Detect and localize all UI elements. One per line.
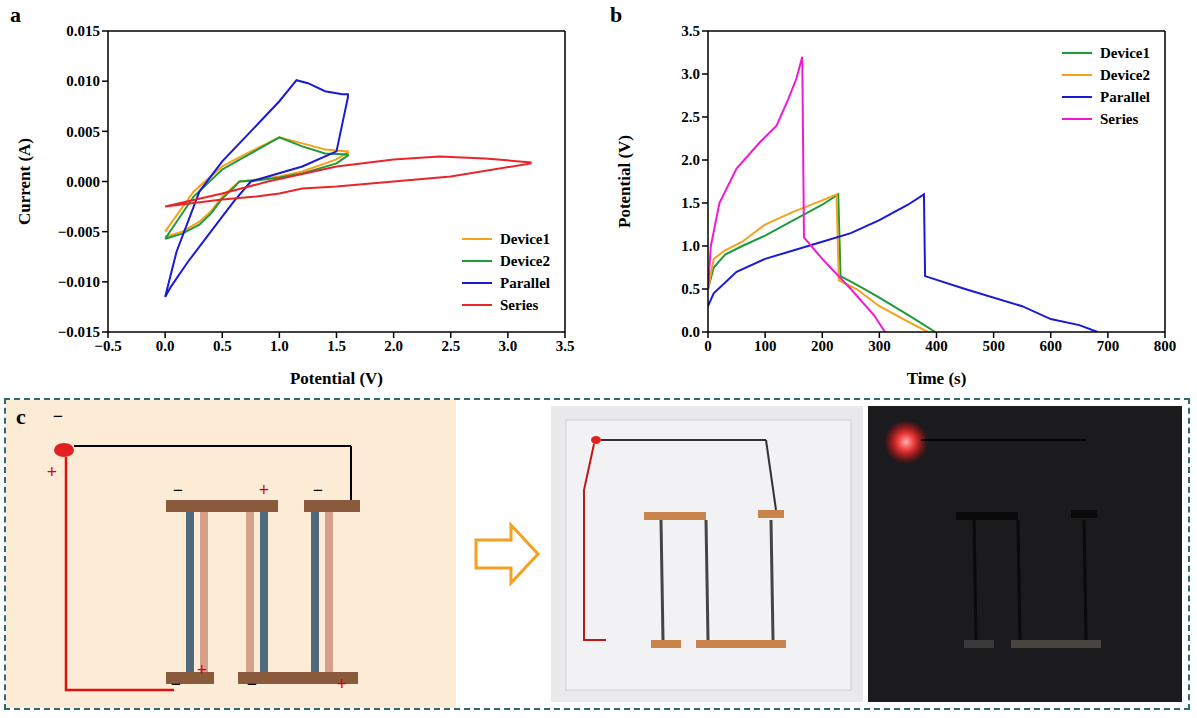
svg-text:2.5: 2.5 [441, 338, 460, 354]
svg-text:−: − [313, 480, 323, 500]
svg-text:Time (s): Time (s) [907, 369, 967, 388]
svg-text:Potential (V): Potential (V) [615, 135, 634, 228]
html-text:Parallel: Parallel [1100, 89, 1150, 105]
html-text:Series: Series [1100, 111, 1139, 127]
svg-text:3.5: 3.5 [556, 338, 575, 354]
html-text:Device1: Device1 [1100, 45, 1150, 61]
svg-text:−0.005: −0.005 [58, 224, 100, 240]
svg-text:500: 500 [982, 338, 1005, 354]
svg-text:−: − [53, 406, 63, 426]
html-text:a: a [10, 2, 21, 27]
svg-text:3.0: 3.0 [681, 66, 700, 82]
svg-text:2.0: 2.0 [384, 338, 403, 354]
svg-text:−: − [247, 674, 257, 694]
html-text:Device2: Device2 [1100, 67, 1150, 83]
svg-text:600: 600 [1040, 338, 1063, 354]
svg-text:+: + [47, 462, 57, 482]
svg-text:0.0: 0.0 [681, 324, 700, 340]
svg-text:−: − [171, 674, 181, 694]
svg-text:0.5: 0.5 [681, 281, 700, 297]
html-text:Device1: Device1 [500, 231, 550, 247]
svg-text:0.5: 0.5 [213, 338, 232, 354]
svg-text:800: 800 [1154, 338, 1177, 354]
svg-text:0.005: 0.005 [66, 124, 100, 140]
svg-text:c: c [16, 404, 26, 429]
svg-text:0.000: 0.000 [66, 174, 100, 190]
svg-text:0.010: 0.010 [66, 73, 100, 89]
svg-text:400: 400 [925, 338, 948, 354]
svg-text:1.0: 1.0 [270, 338, 289, 354]
svg-text:1.5: 1.5 [681, 195, 700, 211]
svg-text:−0.015: −0.015 [58, 324, 100, 340]
svg-text:2.0: 2.0 [681, 152, 700, 168]
svg-text:3.0: 3.0 [499, 338, 518, 354]
html-text:Series: Series [500, 297, 539, 313]
svg-text:1.5: 1.5 [327, 338, 346, 354]
svg-text:1.0: 1.0 [681, 238, 700, 254]
svg-text:0.015: 0.015 [66, 23, 100, 39]
svg-text:+: + [197, 660, 207, 680]
html-text:Parallel: Parallel [500, 275, 550, 291]
svg-text:100: 100 [754, 338, 777, 354]
svg-text:200: 200 [811, 338, 834, 354]
svg-text:300: 300 [868, 338, 891, 354]
svg-text:Potential (V): Potential (V) [290, 369, 383, 388]
svg-text:3.5: 3.5 [681, 23, 700, 39]
svg-text:−0.010: −0.010 [58, 274, 100, 290]
svg-text:2.5: 2.5 [681, 109, 700, 125]
svg-text:Current (A): Current (A) [15, 138, 34, 225]
svg-text:−: − [173, 480, 183, 500]
svg-text:700: 700 [1097, 338, 1120, 354]
svg-text:0.0: 0.0 [156, 338, 175, 354]
svg-text:+: + [337, 674, 347, 694]
html-text:b: b [610, 2, 623, 27]
svg-text:+: + [259, 480, 269, 500]
svg-text:0: 0 [704, 338, 712, 354]
html-text:Device2: Device2 [500, 253, 550, 269]
svg-text:−0.5: −0.5 [94, 337, 122, 354]
